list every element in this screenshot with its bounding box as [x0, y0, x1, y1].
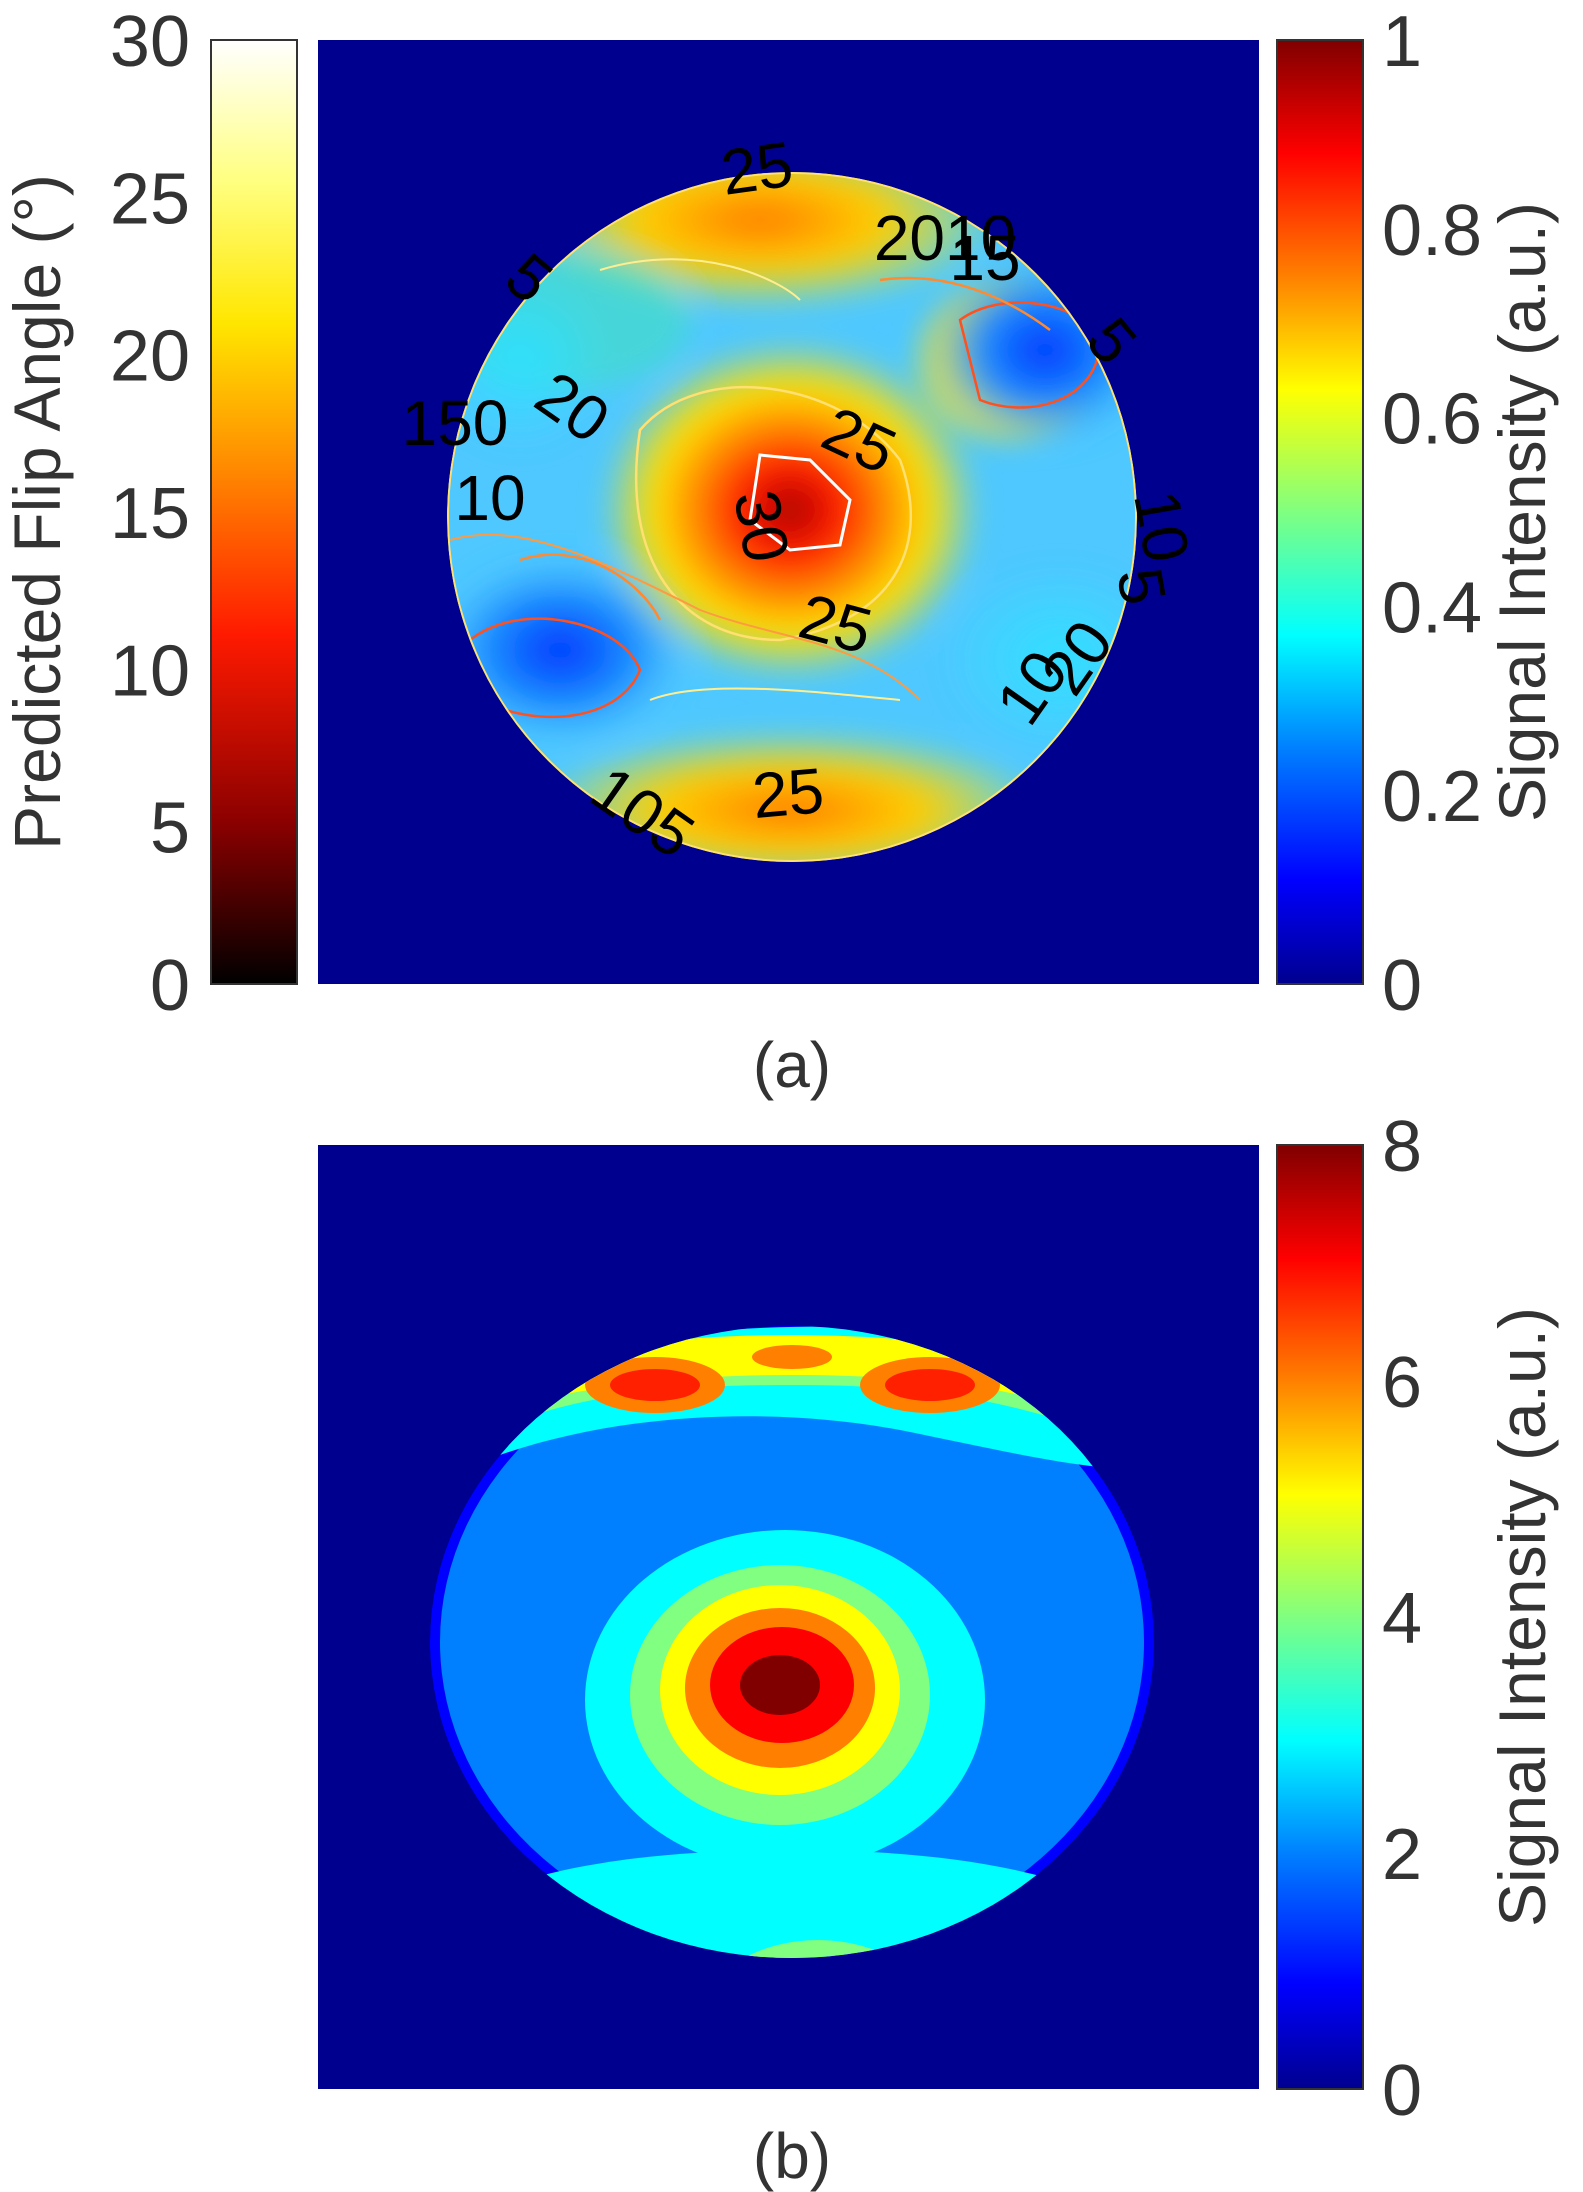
contour-label: 25 — [717, 128, 798, 209]
right-colorbar-a — [1276, 39, 1364, 985]
rightTicksA-label: 0.4 — [1382, 568, 1482, 648]
left-colorbar-ticks: 0 5 10 15 20 25 30 — [110, 2, 190, 1026]
contour-label: 2010 — [874, 202, 1016, 274]
leftTick-label: 0 — [150, 946, 190, 1026]
contour-label: 150 — [402, 387, 509, 459]
leftTick-label: 10 — [110, 631, 190, 711]
leftTick-label: 5 — [150, 789, 190, 869]
leftTick-label: 15 — [110, 474, 190, 554]
left-colorbar-label: Predicted Flip Angle (°) — [0, 174, 74, 850]
right-colorbar-b-label: Signal Intensity (a.u.) — [1485, 1307, 1559, 1927]
rightTicksA-label: 1 — [1382, 2, 1422, 82]
left-colorbar — [210, 39, 298, 985]
caption-a: (a) — [753, 1029, 831, 1101]
rightTicksA-label: 0.2 — [1382, 757, 1482, 837]
rightTicksB-label: 0 — [1382, 2051, 1422, 2131]
caption-b: (b) — [753, 2120, 831, 2192]
rightTicksB-label: 6 — [1382, 1343, 1422, 1423]
rightTicksA-label: 0 — [1382, 946, 1422, 1026]
rightTicksB-label: 8 — [1382, 1107, 1422, 1187]
rightTicksB-label: 2 — [1382, 1815, 1422, 1895]
rightTicksA-label: 0.8 — [1382, 191, 1482, 271]
leftTick-label: 30 — [110, 2, 190, 82]
contour-label: 30 — [720, 485, 803, 568]
right-colorbar-b — [1276, 1144, 1364, 2090]
rightTicksA-label: 0.6 — [1382, 380, 1482, 460]
right-colorbar-a-label: Signal Intensity (a.u.) — [1485, 202, 1559, 822]
heatmap-b — [430, 1326, 1154, 1958]
rightTicksB-label: 4 — [1382, 1579, 1422, 1659]
leftTick-label: 25 — [110, 159, 190, 239]
contour-label: 25 — [749, 754, 826, 832]
leftTick-label: 20 — [110, 317, 190, 397]
right-colorbar-a-ticks: 0 0.2 0.4 0.6 0.8 1 — [1382, 2, 1482, 1026]
contour-label: 10 — [454, 462, 525, 534]
contour-label: 10 — [1120, 485, 1203, 568]
right-colorbar-b-ticks: 0 2 4 6 8 — [1382, 1107, 1422, 2131]
contour-label: 15 — [949, 222, 1020, 294]
panel-b: 0 2 4 6 8 Signal Intensity (a.u.) (b) — [318, 1107, 1559, 2192]
